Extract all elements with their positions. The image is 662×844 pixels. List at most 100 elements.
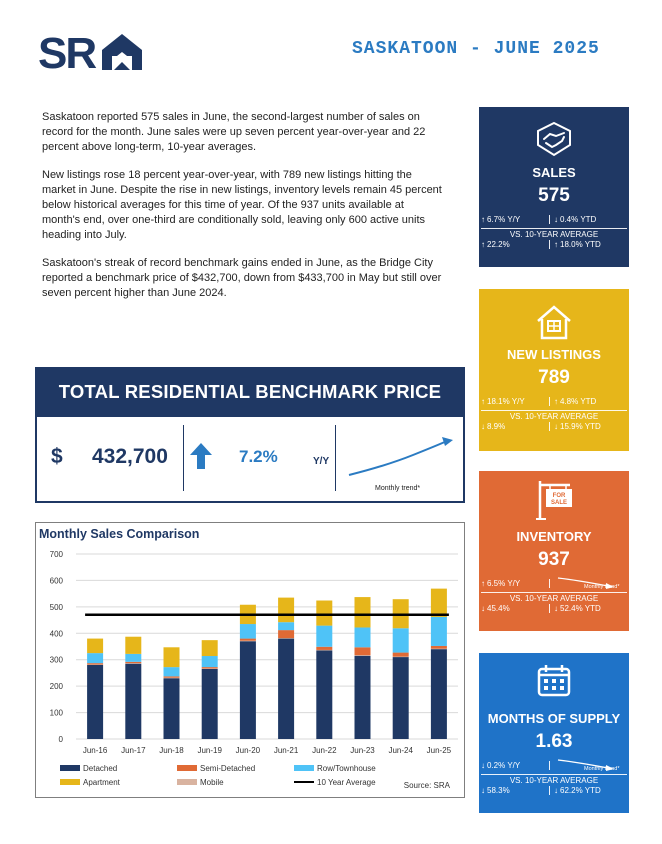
yy-change: 18.1% Y/Y bbox=[487, 397, 525, 406]
x-tick-label: Jun-16 bbox=[83, 746, 108, 755]
card-value: 789 bbox=[538, 367, 570, 388]
legend-label: Mobile bbox=[200, 778, 224, 787]
vs-avg-ytd: 18.0% YTD bbox=[560, 240, 601, 249]
legend-label: Row/Townhouse bbox=[317, 764, 376, 773]
stat-card-inventory: FOR SALE INVENTORY 937 ↑ 6.5% Y/Y Monthly tre… bbox=[479, 471, 629, 631]
narrative-paragraph: Saskatoon reported 575 sales in June, th… bbox=[42, 111, 426, 153]
legend-swatch bbox=[294, 765, 314, 771]
legend-swatch bbox=[60, 765, 80, 771]
yy-change: 0.2% Y/Y bbox=[487, 761, 521, 770]
legend-swatch bbox=[177, 765, 197, 771]
y-tick-label: 400 bbox=[50, 629, 64, 638]
legend-label: Apartment bbox=[83, 778, 121, 787]
arrow-down-icon: ↓ bbox=[481, 604, 485, 613]
arrow-down-icon: ↓ bbox=[554, 786, 558, 795]
bar-detached bbox=[278, 638, 295, 739]
bar-mobile bbox=[430, 648, 447, 650]
trend-label: Monthly trend* bbox=[375, 485, 421, 492]
bar-row-townhouse bbox=[201, 656, 218, 668]
bar-apartment bbox=[354, 597, 371, 628]
monthly-sales-chart: Monthly Sales Comparison 0 100 200 300 400 50… bbox=[35, 522, 465, 798]
x-tick-label: Jun-21 bbox=[274, 746, 299, 755]
bar-detached bbox=[239, 641, 256, 739]
vs-avg-ytd: 52.4% YTD bbox=[560, 604, 601, 613]
card-title: NEW LISTINGS bbox=[507, 347, 601, 362]
x-tick-label: Jun-18 bbox=[159, 746, 184, 755]
benchmark-price: 432,700 bbox=[92, 445, 168, 468]
benchmark-panel: $ 432,700 7.2% Y/Y Monthly trend* bbox=[35, 417, 465, 503]
up-arrow-icon bbox=[190, 443, 212, 469]
narrative-paragraph: New listings rose 18 percent year-over-y… bbox=[42, 169, 442, 241]
legend-swatch bbox=[177, 779, 197, 785]
card-title: MONTHS OF SUPPLY bbox=[487, 711, 621, 726]
stat-card-sales: SALES 575 ↑ 6.7% Y/Y ↓ 0.4% YTD VS. 10-YEAR AV… bbox=[479, 107, 629, 267]
bar-detached bbox=[392, 657, 409, 739]
yy-change: 6.7% Y/Y bbox=[487, 215, 521, 224]
handshake-icon bbox=[534, 121, 574, 162]
arrow-up-icon: ↑ bbox=[481, 397, 485, 406]
stat-card-months-of-supply: MONTHS OF SUPPLY 1.63 ↓ 0.2% Y/Y Monthly tr… bbox=[479, 653, 629, 813]
svg-text:SR: SR bbox=[38, 29, 96, 74]
x-tick-label: Jun-17 bbox=[121, 746, 146, 755]
legend-swatch bbox=[60, 779, 80, 785]
calendar-icon bbox=[536, 663, 572, 702]
bar-row-townhouse bbox=[392, 628, 409, 653]
bar-detached bbox=[430, 649, 447, 739]
benchmark-change: 7.2% bbox=[239, 447, 278, 466]
legend-label: Detached bbox=[83, 764, 117, 773]
x-tick-label: Jun-24 bbox=[388, 746, 413, 755]
vs-average-label: VS. 10-YEAR AVERAGE bbox=[481, 774, 627, 785]
card-value: 575 bbox=[538, 185, 570, 206]
chart-canvas: 0 100 200 300 400 500 600 700 Jun-16 Jun-17 Jun-18… bbox=[50, 550, 458, 790]
bar-row-townhouse bbox=[239, 624, 256, 639]
bar-row-townhouse bbox=[125, 653, 142, 662]
bar-semi-detached bbox=[278, 630, 295, 639]
vs-average-label: VS. 10-YEAR AVERAGE bbox=[481, 228, 627, 239]
y-tick-label: 200 bbox=[50, 682, 64, 691]
chart-title: Monthly Sales Comparison bbox=[39, 527, 200, 541]
bar-mobile bbox=[239, 640, 256, 642]
bar-mobile bbox=[354, 655, 371, 656]
narrative: Saskatoon reported 575 sales in June, th… bbox=[42, 110, 442, 314]
trend-line-icon bbox=[348, 437, 453, 476]
bar-semi-detached bbox=[392, 652, 409, 657]
benchmark-title: TOTAL RESIDENTIAL BENCHMARK PRICE bbox=[35, 367, 465, 417]
legend-label: Semi-Detached bbox=[200, 764, 255, 773]
trend-label: Monthly trend* bbox=[584, 766, 620, 772]
vs-avg-yy: 8.9% bbox=[487, 422, 506, 431]
ytd-change: 4.8% YTD bbox=[560, 397, 597, 406]
arrow-up-icon: ↑ bbox=[481, 579, 485, 588]
vs-average-label: VS. 10-YEAR AVERAGE bbox=[481, 592, 627, 603]
vs-avg-ytd: 15.9% YTD bbox=[560, 422, 601, 431]
card-title: SALES bbox=[532, 165, 576, 180]
x-tick-label: Jun-23 bbox=[350, 746, 375, 755]
stat-card-new-listings: NEW LISTINGS 789 ↑ 18.1% Y/Y ↑ 4.8% YTD VS. 10… bbox=[479, 289, 629, 451]
y-tick-label: 300 bbox=[50, 656, 64, 665]
bar-detached bbox=[125, 663, 142, 739]
x-tick-label: Jun-19 bbox=[197, 746, 222, 755]
svg-text:SALE: SALE bbox=[551, 500, 567, 506]
bar-mobile bbox=[316, 649, 333, 651]
sra-logo: SR bbox=[38, 29, 142, 74]
vs-avg-yy: 45.4% bbox=[487, 604, 510, 613]
bar-semi-detached bbox=[125, 661, 142, 664]
bar-mobile bbox=[392, 656, 409, 658]
bar-detached bbox=[354, 655, 371, 739]
bar-row-townhouse bbox=[87, 653, 104, 664]
arrow-up-icon: ↑ bbox=[554, 397, 558, 406]
bar-mobile bbox=[125, 663, 142, 664]
bar-apartment bbox=[201, 640, 218, 657]
bar-apartment bbox=[430, 588, 447, 617]
bar-semi-detached bbox=[239, 638, 256, 641]
bar-detached bbox=[87, 665, 104, 739]
arrow-down-icon: ↓ bbox=[554, 422, 558, 431]
x-tick-label: Jun-20 bbox=[236, 746, 261, 755]
arrow-down-icon: ↓ bbox=[481, 761, 485, 770]
yy-change: 6.5% Y/Y bbox=[487, 579, 521, 588]
vs-avg-yy: 22.2% bbox=[487, 240, 510, 249]
y-tick-label: 500 bbox=[50, 603, 64, 612]
divider bbox=[183, 425, 184, 491]
trend-line-icon bbox=[557, 759, 614, 771]
bar-semi-detached bbox=[430, 645, 447, 649]
